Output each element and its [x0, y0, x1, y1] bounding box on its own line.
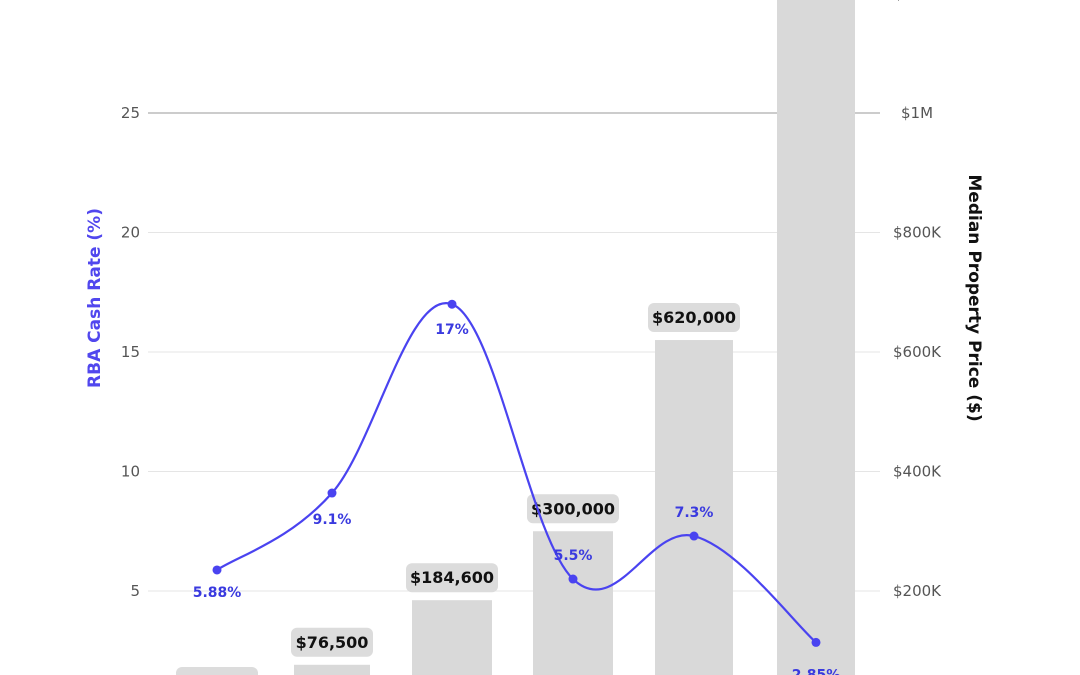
price-bar [294, 664, 370, 675]
right-axis-title: Median Property Price ($) [964, 174, 984, 421]
cash-rate-label: 17% [435, 322, 469, 338]
right-tick-label: $600K [893, 343, 942, 361]
left-axis-title: RBA Cash Rate (%) [85, 208, 105, 388]
left-tick-label: 15 [121, 343, 140, 361]
cash-rate-label: 5.5% [554, 548, 593, 564]
price-label-pill [291, 627, 373, 657]
cash-rate-label: 2.85% [792, 667, 841, 675]
price-label: $620,000 [652, 308, 736, 327]
price-label-pill [406, 563, 498, 593]
left-tick-label: 10 [121, 463, 140, 481]
cash-rate-label: 5.88% [193, 585, 242, 601]
right-tick-label: $200K [893, 582, 942, 600]
price-label: $76,500 [296, 633, 369, 652]
right-tick-label: $1.2M [894, 0, 940, 3]
left-tick-label: 25 [121, 104, 140, 122]
cash-rate-point [689, 531, 699, 541]
price-bar [533, 531, 613, 675]
price-bar [655, 340, 733, 675]
price-label-pill [527, 494, 619, 524]
left-tick-label: 5 [130, 582, 140, 600]
price-label-pill [648, 303, 740, 333]
cash-rate-label: 9.1% [313, 512, 352, 528]
left-tick-label: 20 [121, 224, 140, 242]
cash-rate-point [811, 637, 821, 647]
cash-rate-label: 7.3% [675, 505, 714, 521]
cash-rate-point [568, 574, 578, 584]
price-label: $300,000 [531, 499, 615, 518]
cash-rate-point [447, 299, 457, 309]
right-tick-label: $1M [901, 104, 933, 122]
left-tick-label: 30 [121, 0, 140, 3]
price-bar [777, 0, 855, 675]
cash-rate-point [327, 488, 337, 498]
cash-rate-point [212, 565, 222, 575]
price-label: $184,600 [410, 568, 494, 587]
right-tick-label: $400K [893, 463, 942, 481]
price-label-pill [176, 667, 258, 675]
right-tick-label: $800K [893, 224, 942, 242]
price-bar [412, 600, 492, 675]
